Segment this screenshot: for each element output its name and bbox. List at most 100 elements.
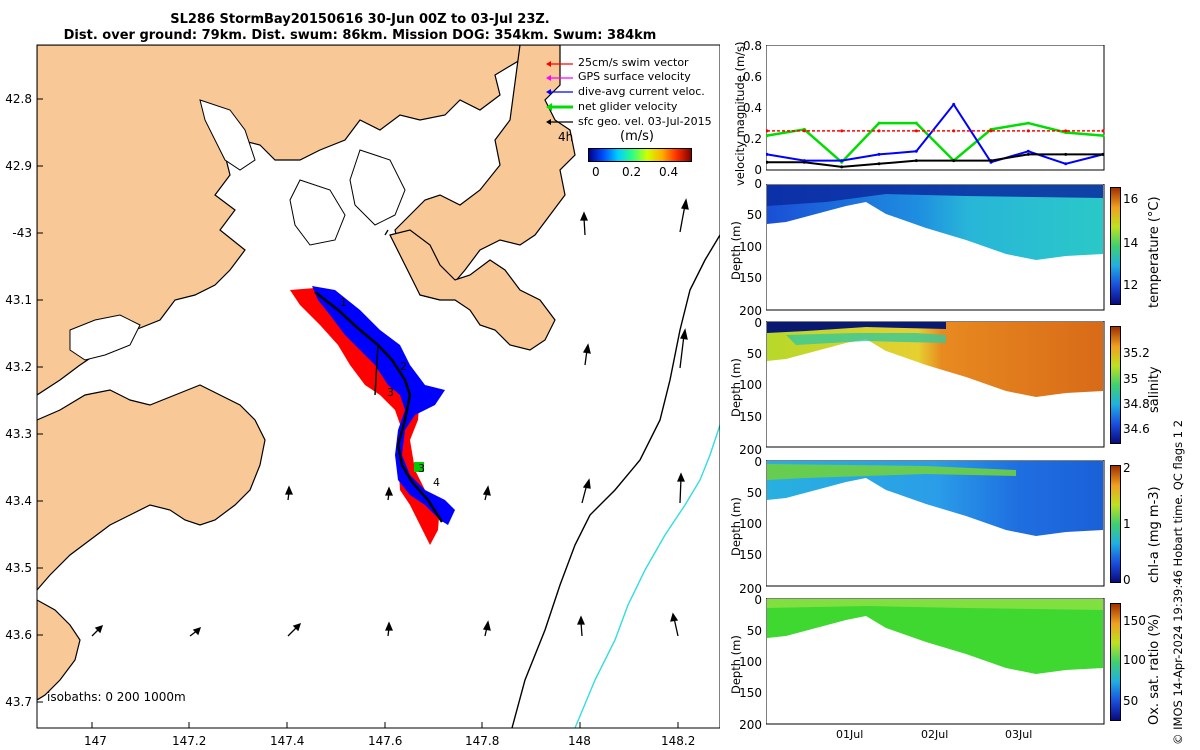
depth-tick: 100	[739, 240, 762, 254]
isobath-1000m	[574, 424, 720, 728]
land-tasman-east	[389, 229, 556, 351]
salinity-cbar-label: salinity	[1147, 366, 1162, 413]
velocity-point	[766, 160, 769, 164]
velocity-point	[877, 162, 881, 166]
cbar-tick: 34.8	[1123, 397, 1150, 411]
oxygen-section	[766, 598, 1105, 725]
vel-ytick: 0.2	[742, 132, 762, 146]
cbar-tick: 0	[1123, 573, 1131, 587]
colorbar-tick: 0	[592, 165, 600, 179]
velocity-point	[802, 129, 806, 133]
oxygen-cbar-label: Ox. sat. ratio (%)	[1147, 614, 1162, 725]
map-ytick: 42.9	[5, 159, 32, 173]
velocity-point	[766, 129, 769, 133]
map-xtick: 147.6	[368, 734, 403, 748]
chla-colorbar	[1110, 465, 1121, 583]
track-blue-swath	[312, 286, 455, 525]
velocity-point	[766, 134, 769, 138]
cbar-tick: 34.6	[1123, 422, 1150, 436]
velocity-point	[914, 129, 918, 133]
velocity-point	[766, 152, 769, 156]
cbar-tick: 150	[1123, 614, 1146, 628]
depth-tick: 150	[739, 548, 762, 562]
velocity-point	[989, 129, 993, 133]
map-ytick: 42.8	[5, 92, 32, 106]
track-label: 3	[418, 462, 425, 475]
map-ytick: 43.6	[5, 628, 32, 642]
vel-ytick: 0.6	[742, 70, 762, 84]
velocity-point	[840, 165, 844, 169]
chla-section	[766, 460, 1105, 587]
time-tick: 02Jul	[921, 728, 949, 741]
colorbar-units: (m/s)	[620, 129, 654, 144]
cbar-tick: 35	[1123, 372, 1139, 386]
depth-tick: 0	[754, 593, 762, 607]
velocity-point	[877, 121, 881, 125]
velocity-point	[877, 152, 881, 156]
velocity-point	[802, 160, 806, 164]
oxygen-colorbar	[1110, 603, 1121, 721]
time-tick: 01Jul	[836, 728, 864, 741]
figure-title: SL286 StormBay20150616 30-Jun 00Z to 03-…	[170, 12, 550, 27]
cbar-tick: 16	[1123, 192, 1139, 206]
velocity-point	[914, 159, 918, 163]
velocity-point	[840, 159, 844, 163]
legend-sfc-geo: sfc geo. vel. 03-Jul-2015	[578, 115, 712, 128]
depth-tick: 50	[746, 624, 762, 638]
cbar-tick: 50	[1123, 694, 1139, 708]
depth-tick: 50	[746, 486, 762, 500]
velocity-point	[989, 159, 993, 163]
colorbar-tick: 0.4	[659, 165, 679, 179]
velocity-point	[1026, 129, 1030, 133]
map-xtick: 147.8	[465, 734, 500, 748]
depth-tick: 200	[739, 443, 762, 457]
chla-cbar-label: chl-a (mg m-3)	[1147, 486, 1162, 583]
temperature-colorbar	[1110, 187, 1121, 305]
depth-tick: 0	[754, 177, 762, 191]
time-marker: 4h	[558, 130, 574, 144]
map-xtick: 147.2	[172, 734, 207, 748]
depth-tick: 200	[739, 718, 762, 732]
map-ytick: 43.3	[5, 427, 32, 441]
land-bruny	[37, 384, 266, 591]
depth-tick: 50	[746, 208, 762, 222]
map-xtick: 147.4	[270, 734, 305, 748]
cbar-tick: 2	[1123, 461, 1131, 475]
vel-ytick: 0.4	[742, 101, 762, 115]
velocity-point	[840, 129, 844, 133]
cbar-tick: 1	[1123, 517, 1131, 531]
velocity-point	[1064, 129, 1068, 133]
legend-dive-avg: dive-avg current veloc.	[578, 85, 705, 98]
map-xtick: 147	[84, 734, 107, 748]
velocity-point	[952, 102, 956, 106]
depth-tick: 150	[739, 271, 762, 285]
map-xtick: 148.2	[661, 734, 696, 748]
salinity-colorbar	[1110, 326, 1121, 444]
track-centerline	[314, 291, 444, 523]
isobath-200m	[511, 234, 720, 728]
velocity-point	[1026, 152, 1030, 156]
velocity-series-1	[766, 102, 1104, 165]
track-label: 4	[433, 476, 440, 489]
legend-swim-vector: 25cm/s swim vector	[578, 56, 689, 69]
depth-tick: 150	[739, 686, 762, 700]
vel-ytick: 0.8	[742, 39, 762, 53]
velocity-series-2	[767, 153, 1103, 168]
legend-gps-velocity: GPS surface velocity	[578, 70, 691, 83]
velocity-point	[1026, 121, 1030, 125]
track-label: 3	[387, 386, 394, 399]
vel-ytick: 0	[754, 163, 762, 177]
velocity-point	[877, 129, 881, 133]
map-ytick: 43.5	[5, 561, 32, 575]
map-ytick: 43.1	[5, 293, 32, 307]
depth-tick: 200	[739, 582, 762, 596]
land-south-cape	[37, 599, 81, 701]
map-ytick: 43.2	[5, 360, 32, 374]
isobaths-legend: isobaths: 0 200 1000m	[47, 690, 186, 704]
depth-tick: 0	[754, 316, 762, 330]
cbar-tick: 100	[1123, 653, 1146, 667]
velocity-series-0	[766, 121, 1104, 164]
depth-tick: 100	[739, 655, 762, 669]
map-xtick: 148	[568, 734, 591, 748]
time-tick: 03Jul	[1005, 728, 1033, 741]
